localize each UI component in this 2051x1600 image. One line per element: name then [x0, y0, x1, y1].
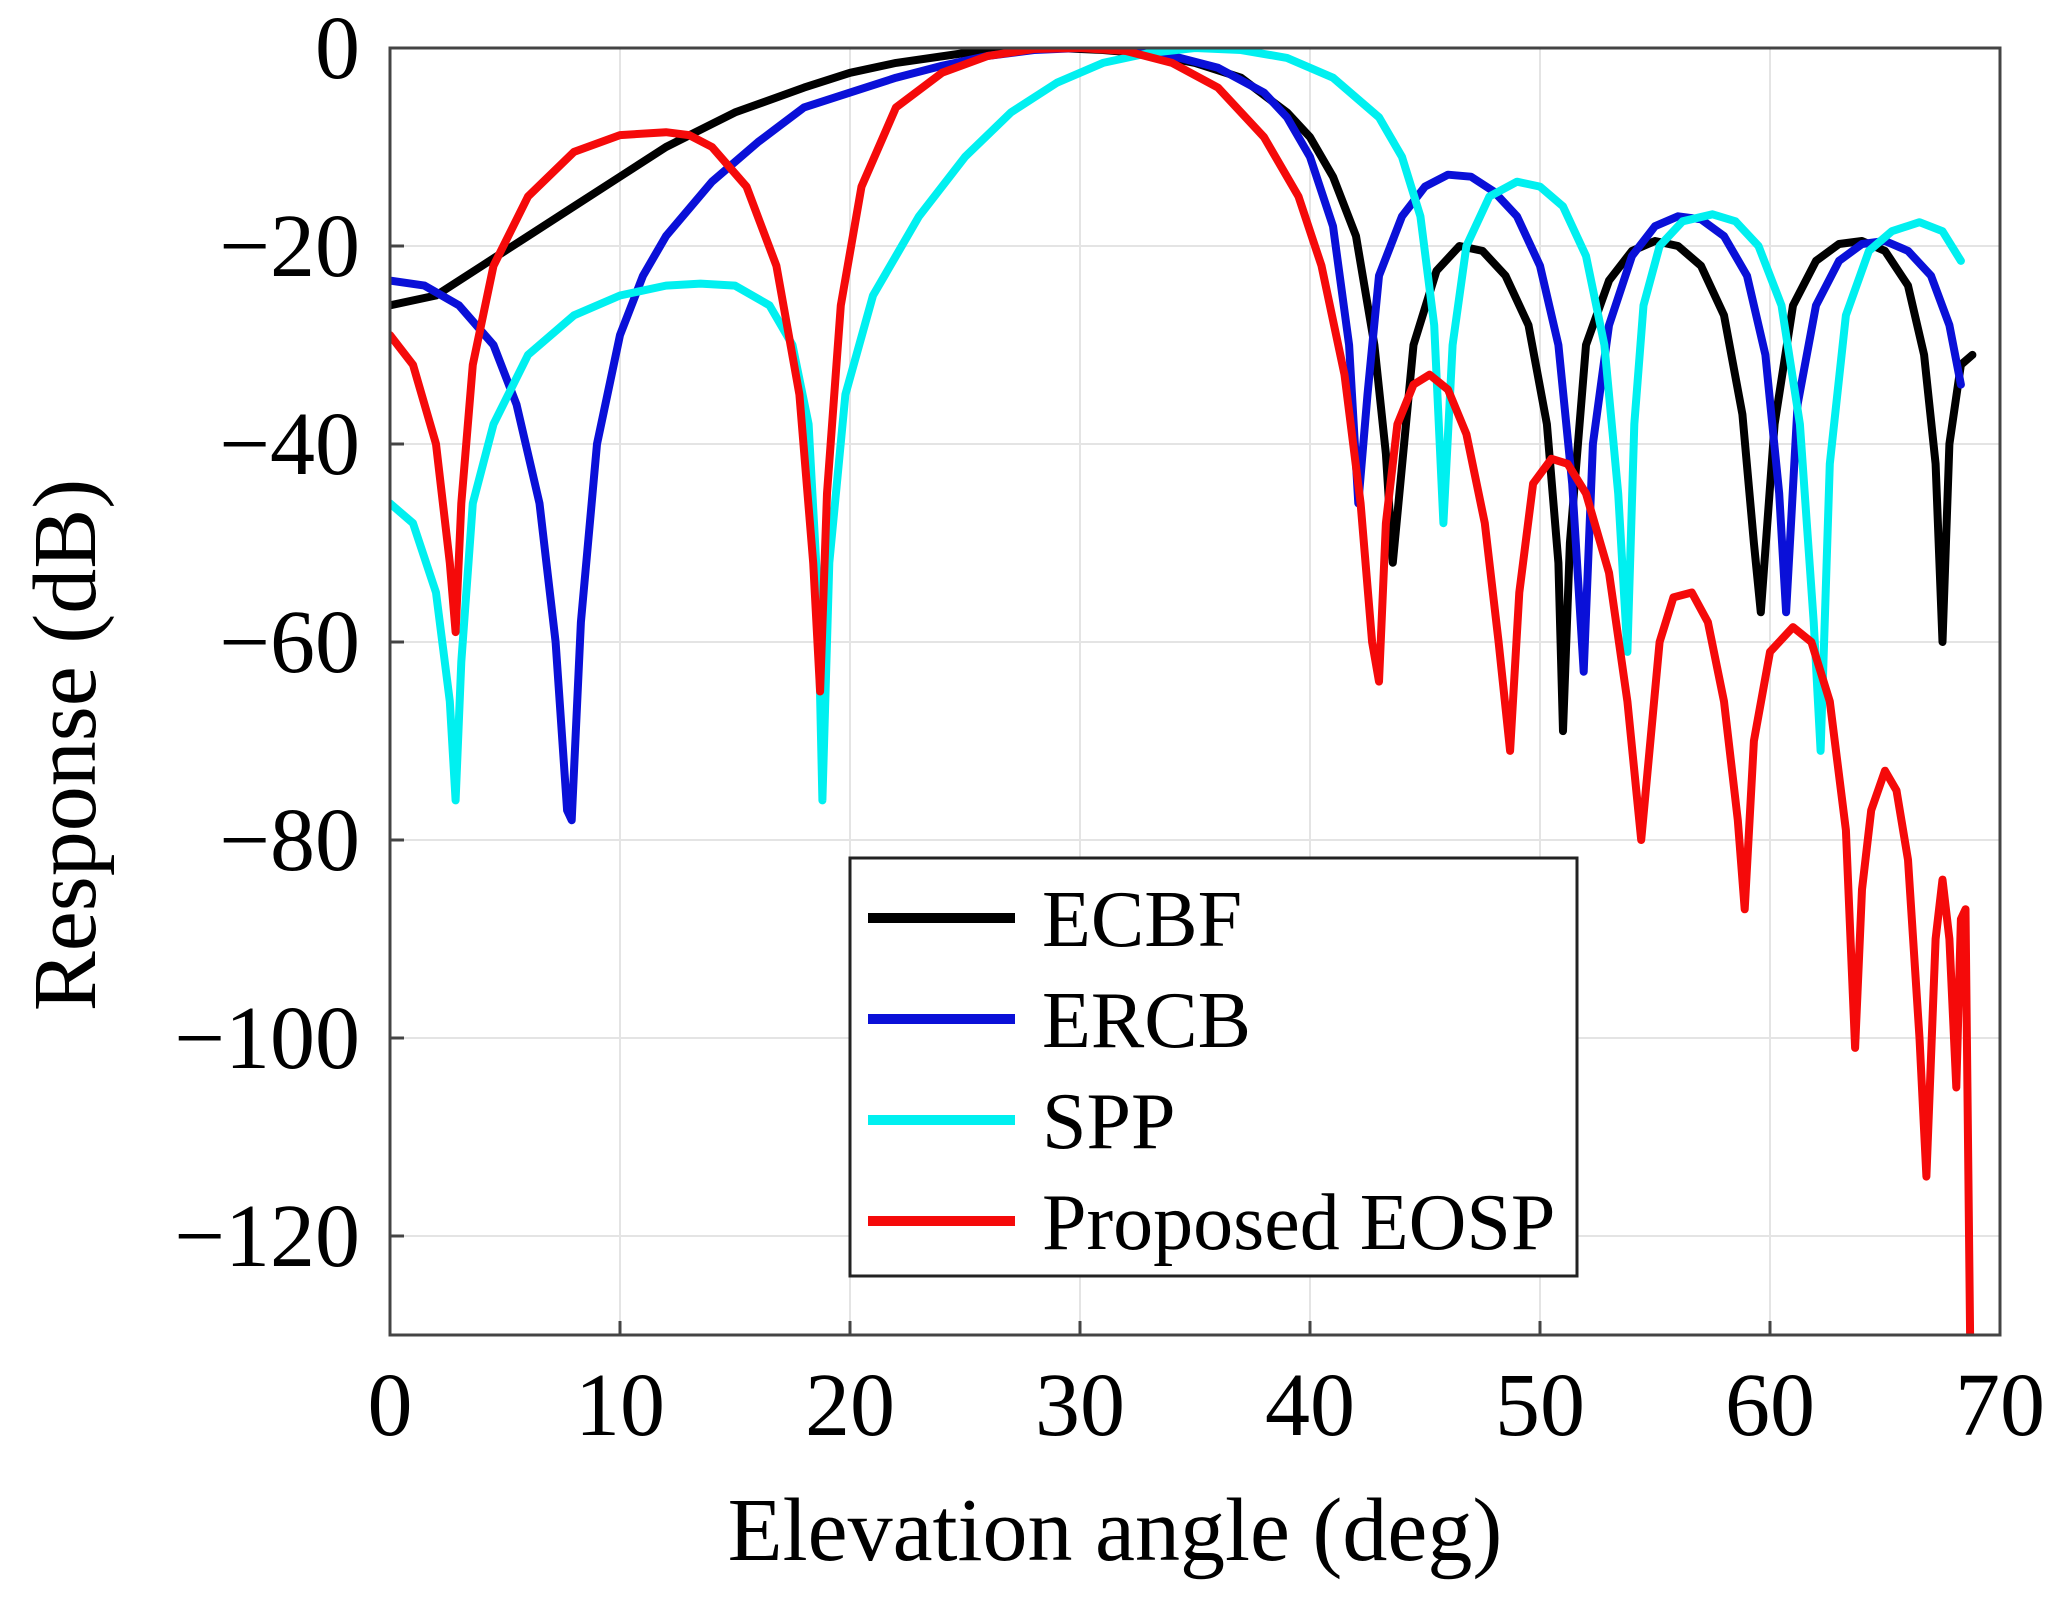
x-tick-label: 50 — [1495, 1356, 1585, 1455]
x-tick-label: 60 — [1725, 1356, 1815, 1455]
x-tick-label: 40 — [1265, 1356, 1355, 1455]
y-tick-label: −20 — [219, 197, 360, 296]
x-tick-label: 30 — [1035, 1356, 1125, 1455]
x-tick-label: 10 — [575, 1356, 665, 1455]
series-line-spp — [390, 48, 1965, 805]
series-line-proposed-eosp — [390, 48, 1975, 1335]
plot-frame — [388, 46, 2002, 1337]
x-tick-label: 0 — [368, 1356, 413, 1455]
y-tick-label: −100 — [174, 989, 360, 1088]
legend-label-spp: SPP — [1042, 1078, 1175, 1166]
axis-ticks: 0 10 20 30 40 50 60 70 0 −20 −40 −60 −80 −100 −120 — [174, 0, 2045, 1455]
y-tick-label: −60 — [219, 593, 360, 692]
legend: ECBF ERCB SPP Proposed EOSP — [848, 856, 1579, 1278]
y-tick-label: 0 — [315, 0, 360, 98]
legend-label-ercb: ERCB — [1042, 977, 1251, 1065]
series-line-ercb — [390, 48, 1965, 825]
legend-label-ecbf: ECBF — [1042, 876, 1242, 964]
series-line-ecbf — [390, 48, 1977, 736]
y-tick-label: −40 — [219, 395, 360, 494]
series-layer — [390, 48, 1977, 1335]
x-axis-label: Elevation angle (deg) — [728, 1481, 1503, 1580]
y-tick-label: −80 — [219, 791, 360, 890]
x-tick-label: 20 — [805, 1356, 895, 1455]
y-axis-label: Response (dB) — [16, 479, 115, 1011]
legend-box — [848, 856, 1579, 1278]
legend-label-proposed-eosp: Proposed EOSP — [1042, 1179, 1555, 1267]
x-tick-label: 70 — [1955, 1356, 2045, 1455]
y-tick-label: −120 — [174, 1187, 360, 1286]
